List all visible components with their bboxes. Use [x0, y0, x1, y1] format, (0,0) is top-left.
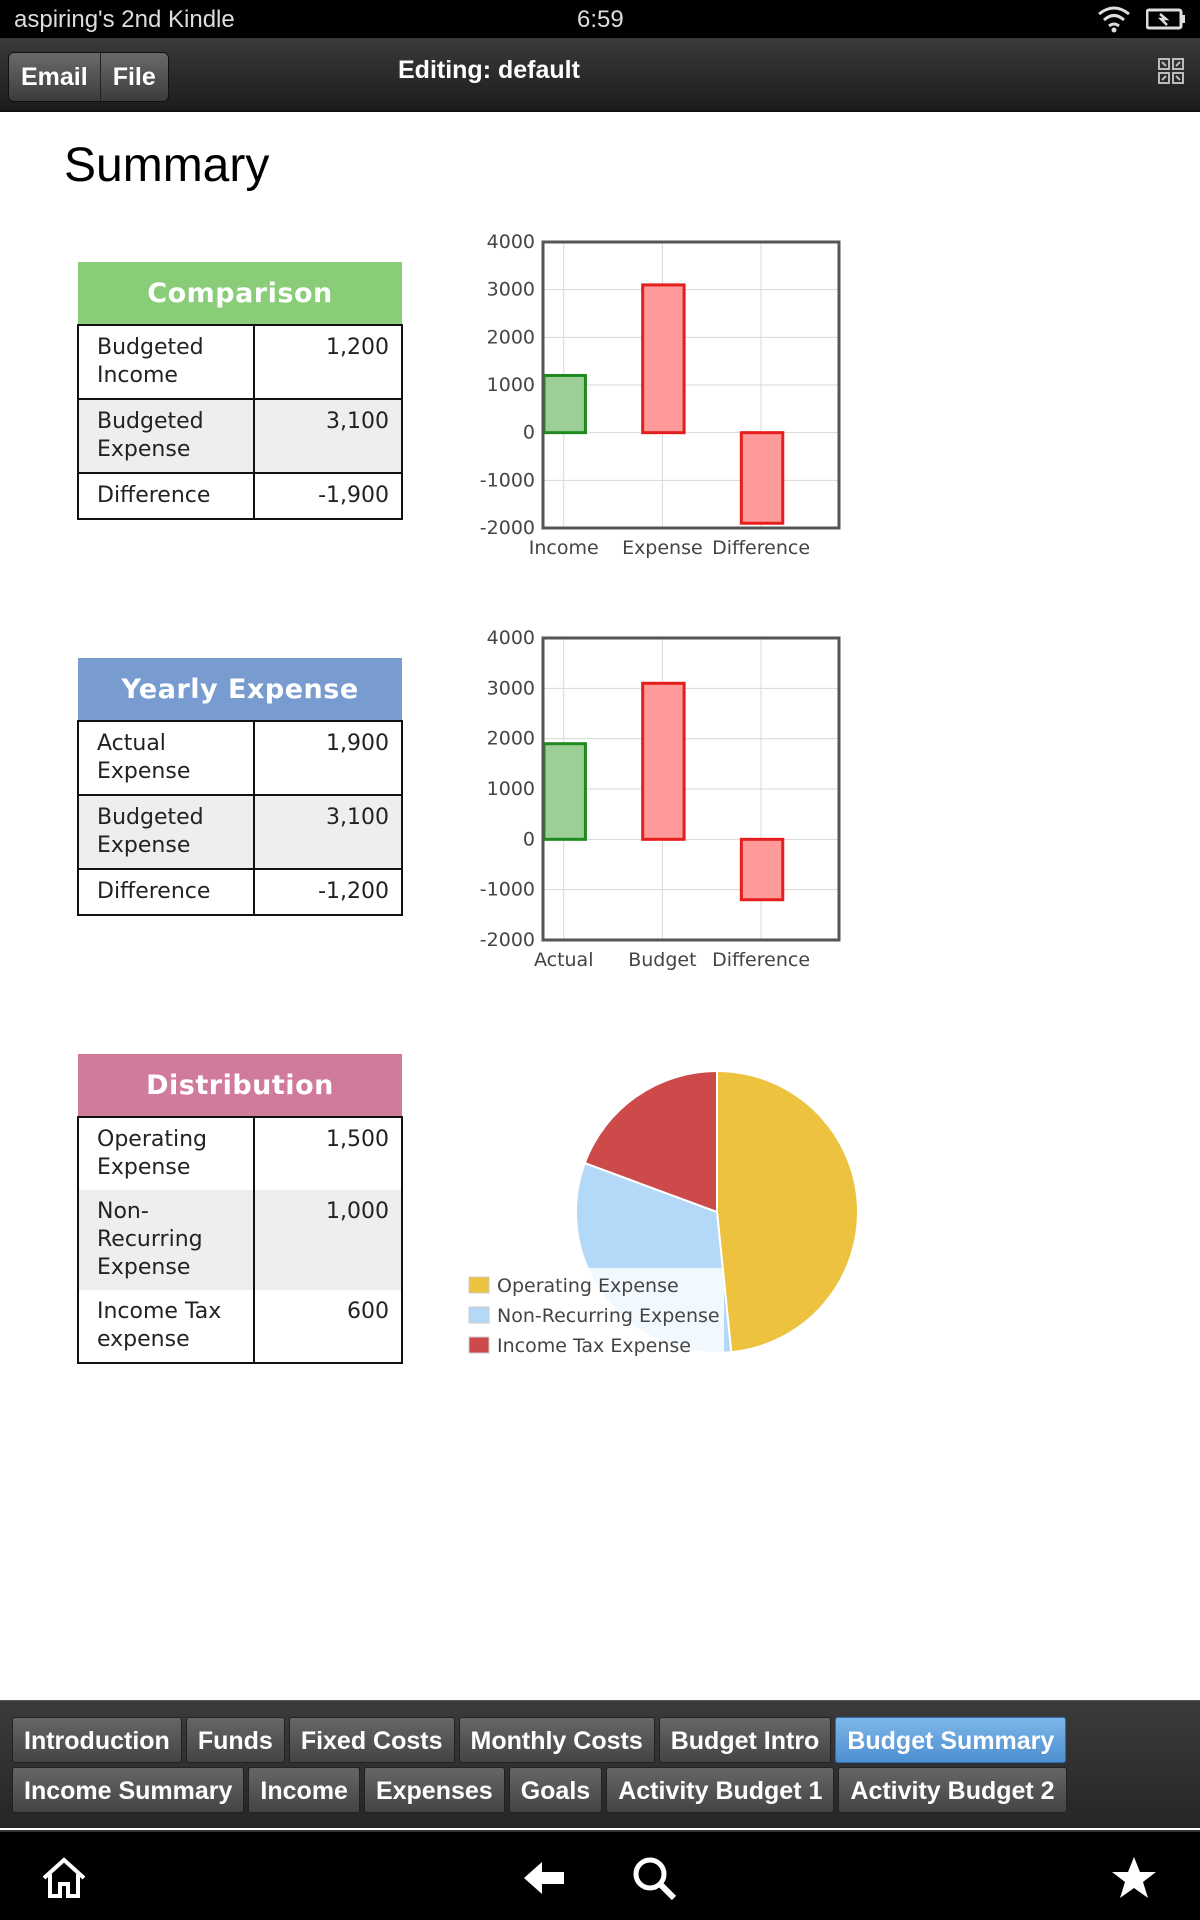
plot-frame	[541, 240, 841, 530]
wifi-icon	[1098, 6, 1130, 33]
legend-swatch	[468, 1336, 490, 1354]
status-bar: aspiring's 2nd Kindle 6:59	[0, 0, 1200, 38]
tab-goals[interactable]: Goals	[508, 1767, 603, 1813]
x-tick-label: Budget	[628, 949, 696, 971]
y-tick-label: 0	[523, 828, 535, 850]
bar-difference	[739, 837, 785, 902]
legend-swatch	[468, 1306, 490, 1324]
x-tick-label: Difference	[712, 537, 810, 559]
table-row-label: Income Tax expense	[77, 1290, 255, 1364]
tab-expenses[interactable]: Expenses	[363, 1767, 505, 1813]
comparison-table: Comparison Budgeted Income 1,200 Budgeted…	[77, 262, 403, 520]
table-row-value: -1,900	[253, 472, 403, 520]
legend-label: Non-Recurring Expense	[497, 1305, 720, 1327]
x-tick-label: Difference	[712, 949, 810, 971]
system-nav-bar	[0, 1830, 1200, 1920]
editing-title: Editing: default	[398, 56, 580, 84]
x-tick-label: Expense	[622, 537, 703, 559]
y-tick-label: -1000	[480, 469, 535, 491]
table-row-label: Difference	[77, 472, 255, 520]
battery-icon	[1146, 8, 1185, 30]
y-tick-label: -1000	[480, 879, 535, 901]
table-row-value: 3,100	[253, 398, 403, 474]
file-button[interactable]: File	[99, 53, 168, 101]
pie-slice	[583, 1069, 718, 1214]
yearly-expense-table: Yearly Expense Actual Expense 1,900 Budge…	[77, 658, 403, 916]
bar-difference	[739, 431, 785, 525]
distribution-pie-chart: Operating Expense Non-Recurring Expense In…	[462, 1069, 859, 1357]
y-tick-label: 1000	[487, 374, 535, 396]
table-row-label: Non-Recurring Expense	[77, 1190, 255, 1290]
x-tick-label: Actual	[534, 949, 594, 971]
y-tick-label: 1000	[487, 778, 535, 800]
y-tick-label: 3000	[487, 279, 535, 301]
tab-activity-budget-2[interactable]: Activity Budget 2	[838, 1767, 1067, 1813]
tab-fixed-costs[interactable]: Fixed Costs	[288, 1717, 455, 1763]
table-row-label: Budgeted Expense	[77, 794, 255, 870]
tab-budget-summary[interactable]: Budget Summary	[835, 1717, 1067, 1763]
search-icon[interactable]	[630, 1854, 678, 1902]
tab-funds[interactable]: Funds	[185, 1717, 285, 1763]
y-tick-label: 0	[523, 422, 535, 444]
tab-row-2: Income Summary Income Expenses Goals Act…	[12, 1767, 1067, 1813]
plot-frame	[541, 636, 841, 942]
table-row-label: Budgeted Expense	[77, 398, 255, 474]
pie-slice	[716, 1069, 859, 1354]
toolbar-button-group: Email File	[8, 52, 169, 102]
bar-expense	[641, 283, 686, 435]
y-tick-label: -2000	[480, 929, 535, 951]
y-tick-label: 4000	[487, 627, 535, 649]
y-tick-label: 4000	[487, 231, 535, 253]
tab-income[interactable]: Income	[248, 1767, 360, 1813]
legend-background	[462, 1268, 724, 1356]
y-tick-label: -2000	[480, 517, 535, 539]
back-icon[interactable]	[520, 1854, 568, 1902]
distribution-header: Distribution	[78, 1054, 402, 1117]
home-icon[interactable]	[40, 1854, 88, 1902]
table-row-value: -1,200	[253, 868, 403, 916]
bar-actual	[542, 742, 587, 841]
table-row-value: 3,100	[253, 794, 403, 870]
tab-row-1: Introduction Funds Fixed Costs Monthly C…	[12, 1717, 1067, 1763]
y-tick-label: 3000	[487, 677, 535, 699]
status-clock: 6:59	[577, 6, 624, 33]
table-row-label: Budgeted Income	[77, 324, 255, 400]
table-row-value: 1,000	[253, 1190, 403, 1290]
table-row-value: 1,900	[253, 720, 403, 796]
comparison-header: Comparison	[78, 262, 402, 325]
table-row-value: 600	[253, 1290, 403, 1364]
email-button[interactable]: Email	[9, 53, 100, 101]
page-title: Summary	[64, 139, 270, 192]
y-tick-label: 2000	[487, 326, 535, 348]
y-tick-label: 2000	[487, 728, 535, 750]
tab-income-summary[interactable]: Income Summary	[12, 1767, 245, 1813]
bar-income	[542, 373, 587, 435]
star-icon[interactable]	[1110, 1854, 1158, 1902]
sheet-tabs: Introduction Funds Fixed Costs Monthly C…	[0, 1700, 1200, 1828]
tab-introduction[interactable]: Introduction	[12, 1717, 182, 1763]
grid-menu-icon[interactable]	[1158, 58, 1184, 84]
distribution-table: Distribution Operating Expense 1,500 Non-…	[77, 1054, 403, 1364]
table-row-value: 1,200	[253, 324, 403, 400]
table-row-label: Operating Expense	[77, 1116, 255, 1190]
x-tick-label: Income	[529, 537, 599, 559]
tab-monthly-costs[interactable]: Monthly Costs	[458, 1717, 655, 1763]
legend-swatch	[468, 1276, 490, 1294]
tab-activity-budget-1[interactable]: Activity Budget 1	[606, 1767, 835, 1813]
bar-budget	[641, 681, 686, 841]
table-row-value: 1,500	[253, 1116, 403, 1190]
legend-label: Income Tax Expense	[497, 1335, 691, 1357]
table-row-label: Difference	[77, 868, 255, 916]
app-toolbar: Email File Editing: default	[0, 38, 1200, 112]
yearly-expense-header: Yearly Expense	[78, 658, 402, 721]
device-name: aspiring's 2nd Kindle	[14, 6, 235, 33]
legend-label: Operating Expense	[497, 1275, 679, 1297]
table-row-label: Actual Expense	[77, 720, 255, 796]
tab-budget-intro[interactable]: Budget Intro	[658, 1717, 832, 1763]
